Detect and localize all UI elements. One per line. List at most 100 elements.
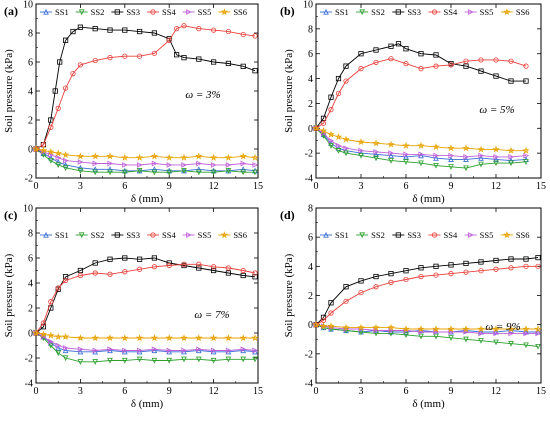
data-point: [403, 153, 409, 160]
x-tick-label: 15: [536, 386, 546, 397]
data-point: [240, 63, 246, 69]
data-point: [448, 156, 454, 162]
series-line: [315, 324, 538, 330]
data-point: [492, 325, 500, 333]
data-point: [151, 255, 157, 261]
y-tick-label: -4: [305, 379, 313, 390]
chart-panel-c: (c) 0 3 6 9 12 15 -4 -2 0 2 4 6 8 10 δ (mm) Soil pressur…: [3, 204, 263, 411]
data-point: [91, 152, 99, 160]
legend-label: SS1: [335, 7, 349, 17]
data-point: [77, 348, 84, 355]
data-point: [106, 334, 114, 342]
data-point: [70, 71, 76, 77]
data-point: [55, 154, 62, 161]
legend: SS1 SS2 SS3 SS4 SS5 SS6: [40, 230, 247, 240]
legend-marker: [186, 232, 192, 238]
data-point: [462, 325, 470, 333]
data-point: [403, 268, 409, 274]
data-point: [493, 339, 499, 346]
data-point: [343, 284, 349, 290]
data-point: [107, 169, 113, 176]
y-tick-label: 2: [308, 291, 313, 302]
data-point: [62, 161, 69, 168]
data-point: [320, 115, 327, 121]
data-point: [210, 357, 217, 364]
legend-label: SS3: [407, 230, 421, 240]
data-point: [523, 330, 530, 337]
plot-frame: [35, 3, 259, 179]
data-point: [47, 157, 54, 164]
data-point: [388, 152, 394, 159]
x-tick-label: 6: [122, 386, 127, 397]
data-point: [224, 334, 233, 342]
data-point: [508, 256, 514, 262]
data-point: [121, 357, 128, 364]
data-point: [432, 325, 440, 333]
data-point: [372, 139, 380, 147]
data-point: [181, 23, 187, 29]
series-line: [35, 332, 255, 363]
data-point: [335, 75, 342, 82]
data-point: [523, 256, 529, 262]
data-point: [388, 150, 395, 156]
data-point: [62, 355, 69, 362]
data-point: [107, 357, 113, 364]
data-point: [343, 145, 350, 152]
legend-label: SS4: [162, 7, 176, 17]
data-point: [418, 273, 424, 280]
y-tick-label: 10: [23, 204, 33, 215]
data-point: [418, 66, 424, 72]
data-point: [61, 332, 70, 340]
moisture-annotation: ω = 9%: [485, 321, 520, 333]
data-point: [180, 153, 188, 161]
data-point: [92, 57, 98, 64]
data-point: [77, 359, 84, 365]
data-point: [47, 147, 55, 156]
data-point: [395, 41, 402, 47]
legend-label: SS3: [407, 7, 421, 17]
x-axis-label: δ (mm): [131, 193, 164, 205]
data-point: [122, 27, 128, 33]
data-point: [508, 265, 514, 271]
series-line: [315, 324, 538, 334]
x-tick-label: 9: [167, 181, 172, 192]
data-point: [335, 90, 342, 97]
data-point: [403, 332, 409, 338]
y-axis-label: Soil pressure (kPa): [283, 49, 295, 133]
series-line: [315, 127, 527, 169]
x-tick-label: 3: [78, 386, 83, 397]
legend-label: SS2: [91, 230, 105, 240]
data-point: [433, 333, 439, 340]
data-point: [54, 332, 62, 340]
data-point: [63, 345, 69, 351]
data-point: [211, 27, 217, 33]
data-point: [240, 267, 246, 274]
data-point: [522, 325, 530, 333]
data-point: [225, 347, 232, 354]
x-tick-label: 15: [253, 181, 263, 192]
data-point: [388, 56, 394, 62]
y-tick-label: 6: [28, 58, 33, 69]
data-point: [402, 141, 410, 149]
data-point: [210, 347, 217, 354]
data-point: [166, 357, 173, 364]
data-point: [166, 169, 173, 176]
legend-label: SS6: [516, 230, 530, 240]
data-point: [508, 58, 514, 64]
data-point: [523, 63, 529, 69]
data-point: [32, 145, 40, 153]
data-point: [121, 167, 128, 174]
data-point: [417, 325, 425, 333]
data-point: [373, 273, 379, 280]
series-ss3: [33, 24, 258, 152]
data-point: [448, 271, 454, 277]
y-tick-label: -2: [305, 149, 313, 160]
series-ss6: [312, 320, 542, 333]
data-point: [151, 357, 158, 364]
series-line: [35, 263, 256, 334]
data-point: [252, 33, 258, 39]
data-point: [92, 26, 98, 32]
series-line: [35, 148, 256, 159]
